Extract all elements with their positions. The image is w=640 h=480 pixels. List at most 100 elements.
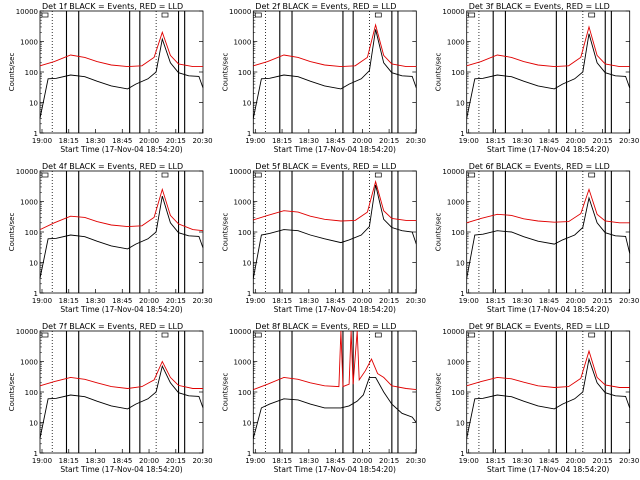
- y-tick-label: 1000: [447, 39, 465, 47]
- flag-marker: [161, 172, 169, 178]
- x-axis-label: Start Time (17-Nov-04 18:54:20): [487, 305, 609, 314]
- y-axis-label: Counts/sec: [221, 373, 229, 412]
- x-tick-label: 18:30: [512, 137, 532, 145]
- x-tick-label: 20:30: [406, 457, 426, 465]
- flag-marker: [41, 12, 49, 18]
- x-axis-label: Start Time (17-Nov-04 18:54:20): [274, 465, 396, 474]
- x-tick-label: 19:00: [459, 297, 479, 305]
- y-tick-label: 1: [34, 450, 38, 458]
- y-tick-label: 10000: [442, 8, 464, 16]
- x-tick-label: 18:30: [85, 137, 105, 145]
- x-tick-label: 18:15: [485, 457, 505, 465]
- x-tick-label: 18:30: [299, 297, 319, 305]
- panel-title: Det 6f BLACK = Events, RED = LLD: [469, 162, 610, 171]
- flag-marker: [41, 172, 49, 178]
- x-tick-label: 18:15: [272, 297, 292, 305]
- flag-marker: [161, 332, 169, 338]
- x-tick-label: 18:45: [325, 297, 345, 305]
- y-tick-label: 1000: [20, 359, 38, 367]
- x-axis-label: Start Time (17-Nov-04 18:54:20): [60, 305, 182, 314]
- y-tick-label: 100: [25, 69, 38, 77]
- x-tick-label: 20:15: [166, 457, 186, 465]
- y-axis-label: Counts/sec: [8, 213, 16, 252]
- x-tick-label: 20:30: [619, 297, 639, 305]
- x-tick-label: 19:00: [245, 297, 265, 305]
- y-tick-label: 10000: [229, 328, 251, 336]
- events-series-line: [252, 29, 417, 119]
- y-tick-label: 10: [242, 100, 251, 108]
- lld-series-line: [253, 23, 417, 68]
- x-tick-label: 20:00: [352, 137, 372, 145]
- y-tick-label: 1: [460, 130, 464, 138]
- detector-panel: Det 7f BLACK = Events, RED = LLD 1 10 100 10…: [8, 322, 213, 474]
- x-tick-label: 20:30: [619, 457, 639, 465]
- detector-panel: Det 3f BLACK = Events, RED = LLD 1 10 100 10…: [435, 2, 640, 154]
- x-tick-label: 18:30: [512, 457, 532, 465]
- y-tick-label: 100: [451, 69, 464, 77]
- y-tick-label: 1: [34, 290, 38, 298]
- flag-marker: [374, 332, 382, 338]
- x-tick-label: 20:30: [406, 297, 426, 305]
- y-tick-label: 1: [247, 130, 251, 138]
- y-tick-label: 10000: [229, 8, 251, 16]
- panel-title: Det 2f BLACK = Events, RED = LLD: [255, 2, 396, 11]
- detector-panel: Det 1f BLACK = Events, RED = LLD 1 10 100 10…: [8, 2, 213, 154]
- x-tick-label: 18:45: [112, 457, 132, 465]
- x-tick-label: 20:30: [192, 457, 212, 465]
- detector-panel: Det 4f BLACK = Events, RED = LLD 1 10 100 10…: [8, 162, 213, 314]
- x-tick-label: 20:30: [192, 297, 212, 305]
- y-tick-label: 1000: [233, 199, 251, 207]
- flag-marker: [374, 172, 382, 178]
- x-axis-label: Start Time (17-Nov-04 18:54:20): [274, 145, 396, 154]
- x-tick-label: 20:15: [166, 297, 186, 305]
- x-tick-label: 20:00: [352, 297, 372, 305]
- lld-series-line: [466, 349, 630, 388]
- x-tick-label: 18:45: [539, 297, 559, 305]
- y-tick-label: 10: [242, 260, 251, 268]
- flag-marker: [41, 332, 49, 338]
- events-series-line: [39, 195, 204, 279]
- panel-title: Det 8f BLACK = Events, RED = LLD: [255, 322, 396, 331]
- x-tick-label: 18:15: [59, 457, 79, 465]
- y-tick-label: 10000: [229, 168, 251, 176]
- y-tick-label: 1000: [20, 199, 38, 207]
- y-axis-label: Counts/sec: [221, 213, 229, 252]
- x-tick-label: 20:15: [592, 297, 612, 305]
- y-tick-label: 10000: [16, 8, 38, 16]
- lld-series-line: [466, 25, 630, 68]
- panel-title: Det 4f BLACK = Events, RED = LLD: [42, 162, 183, 171]
- panel-title: Det 5f BLACK = Events, RED = LLD: [255, 162, 396, 171]
- x-tick-label: 18:15: [485, 297, 505, 305]
- x-tick-label: 20:30: [192, 137, 212, 145]
- y-tick-label: 1: [460, 450, 464, 458]
- x-tick-label: 18:15: [59, 137, 79, 145]
- y-axis-label: Counts/sec: [435, 213, 443, 252]
- y-tick-label: 10000: [442, 168, 464, 176]
- x-tick-label: 20:15: [592, 457, 612, 465]
- x-tick-label: 18:30: [299, 137, 319, 145]
- panel-title: Det 9f BLACK = Events, RED = LLD: [469, 322, 610, 331]
- y-tick-label: 1: [34, 130, 38, 138]
- y-tick-label: 1000: [20, 39, 38, 47]
- y-axis-label: Counts/sec: [435, 53, 443, 92]
- y-axis-label: Counts/sec: [8, 53, 16, 92]
- detector-panel: Det 6f BLACK = Events, RED = LLD 1 10 100 10…: [435, 162, 640, 314]
- x-axis-label: Start Time (17-Nov-04 18:54:20): [274, 305, 396, 314]
- x-tick-label: 18:45: [112, 137, 132, 145]
- x-tick-label: 18:45: [539, 457, 559, 465]
- detector-panel: Det 5f BLACK = Events, RED = LLD 1 10 100 10…: [221, 162, 426, 314]
- x-tick-label: 19:00: [32, 137, 52, 145]
- y-tick-label: 10: [29, 420, 38, 428]
- events-series-line: [252, 184, 417, 279]
- y-tick-label: 10000: [442, 328, 464, 336]
- x-tick-label: 19:00: [459, 457, 479, 465]
- y-tick-label: 100: [238, 229, 251, 237]
- x-tick-label: 20:00: [352, 457, 372, 465]
- x-tick-label: 20:00: [139, 457, 159, 465]
- lld-series-line: [39, 360, 203, 389]
- events-series-line: [39, 364, 204, 439]
- flag-marker: [254, 332, 262, 338]
- x-tick-label: 19:00: [32, 297, 52, 305]
- y-tick-label: 10: [29, 100, 38, 108]
